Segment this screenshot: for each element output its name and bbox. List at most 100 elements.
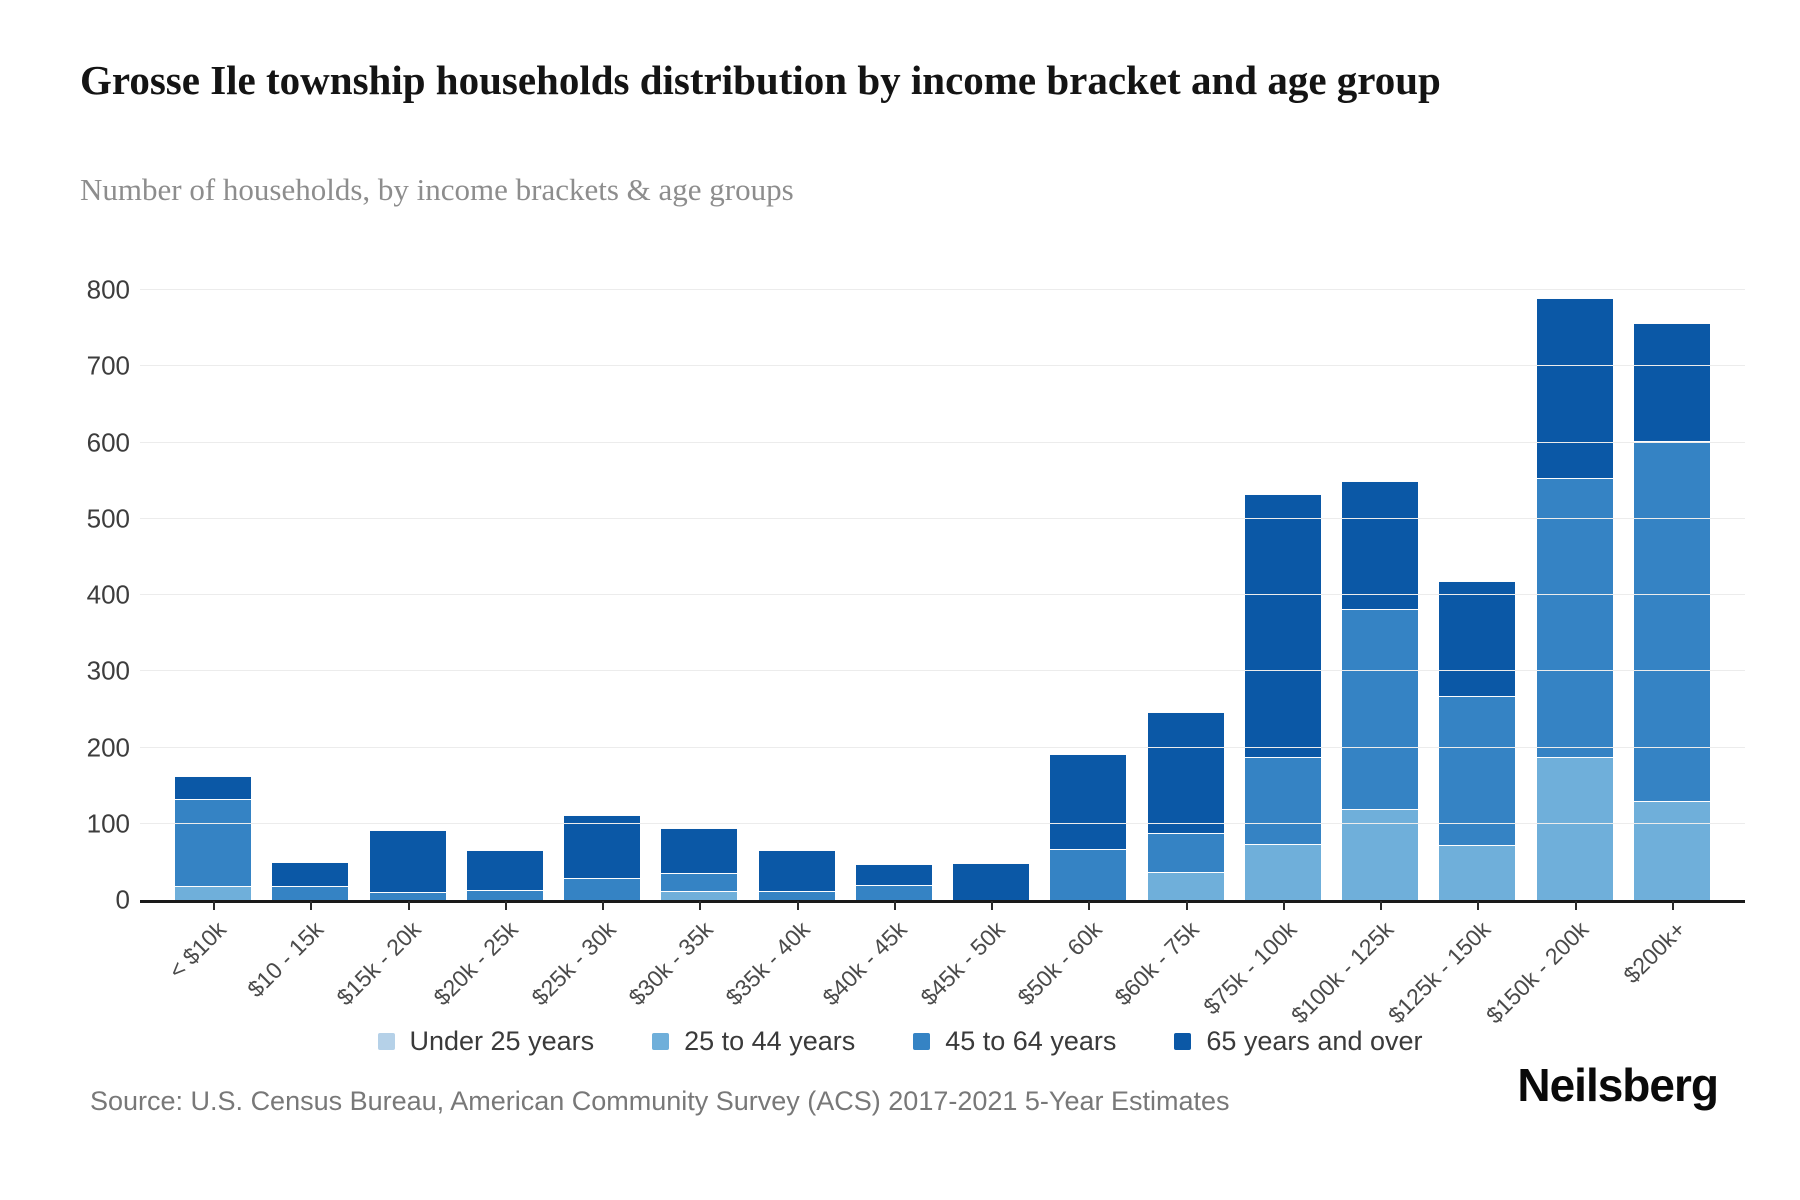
bars-container: < $10k $10 - 15k $15k - 20k $20k - 25k $25k …: [164, 290, 1710, 1028]
segment-65-years-and-over[interactable]: [855, 864, 932, 885]
bar-slot: $150k - 200k: [1481, 290, 1613, 1028]
y-tick-label-100: 100: [86, 808, 130, 839]
legend-swatch: [652, 1033, 670, 1050]
legend-swatch: [377, 1033, 395, 1050]
page-subtitle: Number of households, by income brackets…: [80, 172, 794, 207]
bar-slot: $40k - 45k: [818, 290, 932, 1010]
segment-65-years-and-over[interactable]: [369, 829, 446, 892]
segment-65-years-and-over[interactable]: [661, 828, 738, 874]
legend-label: Under 25 years: [409, 1026, 595, 1056]
x-tick: [1671, 901, 1674, 910]
chart-legend: Under 25 years 25 to 44 years 45 to 64 yea…: [0, 1026, 1800, 1057]
x-tick-label: $125k - 150k: [1383, 916, 1496, 1029]
segment-25-to-44-years[interactable]: [1244, 843, 1321, 900]
x-tick-label: < $10k: [163, 916, 232, 984]
bar-$100k - 125k: [1342, 480, 1419, 900]
legend-label: 45 to 64 years: [945, 1026, 1117, 1056]
bar-$60k - 75k: [1147, 711, 1224, 900]
x-tick: [991, 901, 994, 910]
bar-$25k - 30k: [564, 815, 641, 900]
bar-slot: $15k - 20k: [332, 290, 446, 1010]
segment-65-years-and-over[interactable]: [1536, 298, 1613, 479]
segment-45-to-64-years[interactable]: [758, 890, 835, 900]
segment-25-to-44-years[interactable]: [1439, 845, 1516, 900]
x-tick-label: $200k+: [1618, 916, 1691, 989]
segment-45-to-64-years[interactable]: [1342, 608, 1419, 809]
page-title: Grosse Ile township households distribut…: [80, 57, 1441, 103]
x-tick: [407, 901, 410, 910]
segment-65-years-and-over[interactable]: [1439, 581, 1516, 697]
x-tick-label: $20k - 25k: [428, 916, 524, 1011]
y-tick-label-200: 200: [86, 732, 130, 762]
segment-45-to-64-years[interactable]: [564, 877, 641, 900]
x-tick: [893, 901, 896, 910]
gridline-400: [140, 594, 1745, 595]
x-tick-label: $60k - 75k: [1109, 916, 1205, 1011]
bar-$35k - 40k: [758, 850, 835, 900]
y-tick-label-700: 700: [86, 350, 130, 381]
segment-45-to-64-years[interactable]: [855, 884, 932, 900]
legend-item-45-to-64-years[interactable]: 45 to 64 years: [913, 1026, 1116, 1057]
segment-25-to-44-years[interactable]: [1147, 871, 1224, 900]
segment-65-years-and-over[interactable]: [564, 815, 641, 878]
segment-45-to-64-years[interactable]: [661, 873, 738, 891]
legend-item-under-25-years[interactable]: Under 25 years: [377, 1026, 595, 1057]
gridline-700: [140, 365, 1745, 367]
segment-65-years-and-over[interactable]: [1147, 711, 1224, 833]
segment-45-to-64-years[interactable]: [1050, 848, 1127, 900]
x-tick-label: $10 - 15k: [242, 916, 329, 1003]
x-tick: [213, 901, 215, 910]
segment-45-to-64-years[interactable]: [466, 890, 543, 900]
x-tick-label: $45k - 50k: [915, 916, 1010, 1011]
bar-$75k - 100k: [1244, 493, 1321, 900]
segment-65-years-and-over[interactable]: [1050, 753, 1127, 849]
segment-65-years-and-over[interactable]: [272, 861, 349, 887]
segment-25-to-44-years[interactable]: [661, 890, 738, 900]
x-tick: [1380, 901, 1383, 910]
x-tick: [1477, 901, 1480, 910]
segment-45-to-64-years[interactable]: [1147, 832, 1224, 872]
bar-slot: $75k - 100k: [1198, 290, 1321, 1019]
segment-45-to-64-years[interactable]: [1633, 440, 1710, 801]
segment-45-to-64-years[interactable]: [1439, 696, 1516, 846]
segment-65-years-and-over[interactable]: [175, 776, 251, 800]
bar-$30k - 35k: [661, 828, 738, 900]
segment-45-to-64-years[interactable]: [272, 886, 349, 900]
bar-slot: $100k - 125k: [1286, 290, 1419, 1028]
segment-25-to-44-years[interactable]: [1633, 800, 1710, 900]
segment-65-years-and-over[interactable]: [758, 850, 835, 891]
y-tick-label-0: 0: [115, 884, 130, 915]
bar-slot: $35k - 40k: [721, 290, 835, 1010]
x-tick-label: $15k - 20k: [331, 916, 426, 1011]
segment-25-to-44-years[interactable]: [175, 886, 251, 900]
gridline-100: [140, 822, 1745, 824]
legend-item-65-years-and-over[interactable]: 65 years and over: [1174, 1026, 1423, 1057]
bar-< $10k: [175, 776, 251, 900]
segment-65-years-and-over[interactable]: [953, 863, 1030, 900]
segment-45-to-64-years[interactable]: [369, 891, 446, 900]
segment-65-years-and-over[interactable]: [1342, 480, 1419, 609]
x-tick: [1185, 901, 1188, 910]
segment-65-years-and-over[interactable]: [466, 850, 543, 891]
y-tick-label-500: 500: [86, 503, 130, 534]
segment-45-to-64-years[interactable]: [1244, 756, 1321, 844]
segment-65-years-and-over[interactable]: [1633, 322, 1710, 441]
x-tick-label: $35k - 40k: [720, 916, 815, 1011]
segment-65-years-and-over[interactable]: [1244, 493, 1321, 757]
bar-slot: $200k+: [1618, 290, 1710, 988]
x-tick: [504, 901, 507, 910]
y-tick-label-300: 300: [86, 655, 130, 686]
gridline-600: [140, 441, 1745, 443]
x-tick: [1574, 901, 1577, 910]
legend-item-25-to-44-years[interactable]: 25 to 44 years: [652, 1026, 855, 1057]
segment-25-to-44-years[interactable]: [1342, 808, 1419, 900]
segment-45-to-64-years[interactable]: [1536, 478, 1613, 757]
x-tick-label: $40k - 45k: [817, 916, 913, 1011]
y-tick-label-400: 400: [86, 579, 130, 610]
y-tick-label-800: 800: [86, 274, 130, 305]
segment-45-to-64-years[interactable]: [175, 799, 251, 887]
segment-25-to-44-years[interactable]: [1536, 756, 1613, 900]
plot-area: < $10k $10 - 15k $15k - 20k $20k - 25k $25k …: [140, 289, 1745, 1028]
bar-slot: $50k - 60k: [1012, 290, 1127, 1010]
x-tick: [602, 901, 605, 910]
